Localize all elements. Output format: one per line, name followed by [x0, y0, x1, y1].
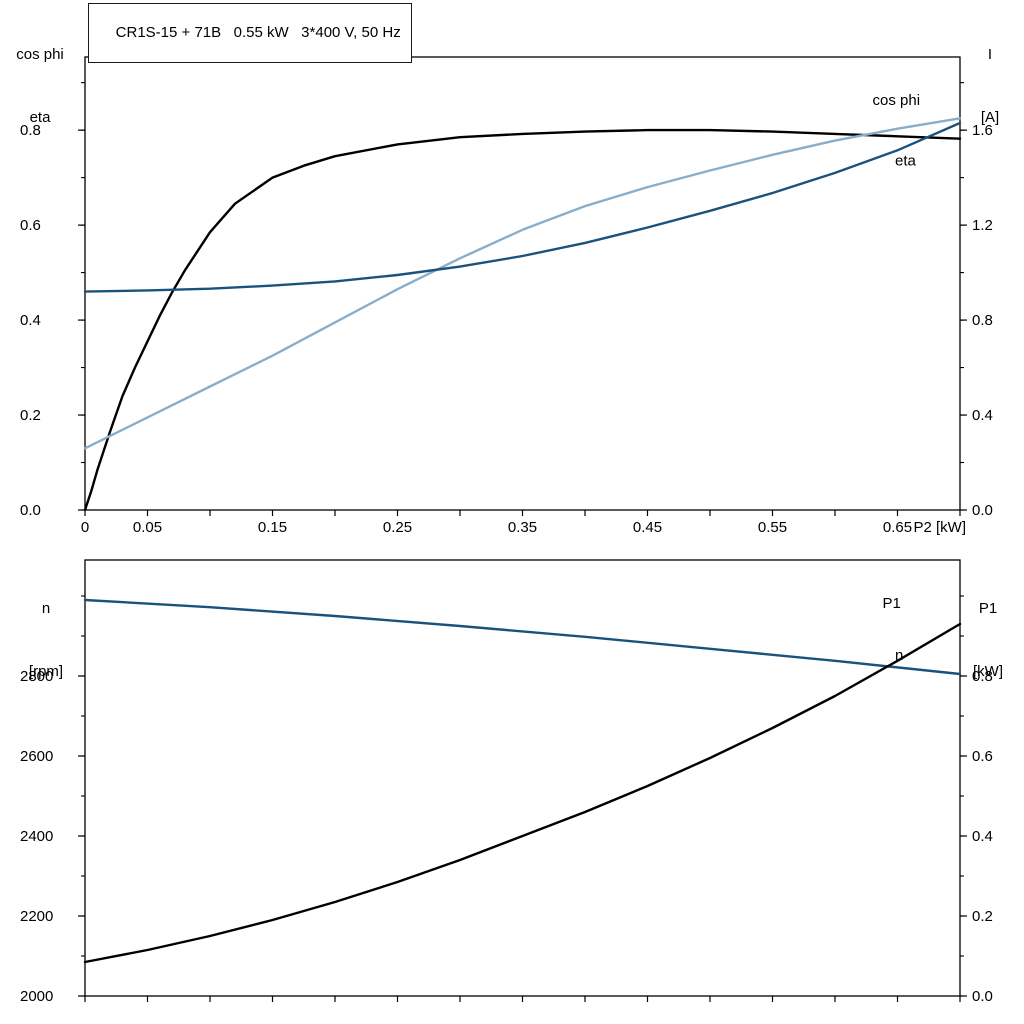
- y-right-tick-label: 0.4: [972, 407, 993, 424]
- curve-label-n: n: [895, 647, 903, 664]
- top-chart-right-axis-title: I [A]: [962, 2, 1018, 170]
- y-right-axis-title-P1: P1: [978, 600, 998, 617]
- y-left-tick-label: 0.8: [20, 122, 41, 139]
- y-left-axis-title-rpm-unit: [rpm]: [28, 663, 64, 680]
- curve-eta: [83, 128, 962, 512]
- y-left-tick-label: 2000: [20, 988, 53, 1005]
- curve-label-P1: P1: [883, 595, 901, 612]
- x-tick-label: 0.35: [508, 519, 537, 536]
- y-right-tick-label: 0.2: [972, 908, 993, 925]
- curve-P1: [83, 622, 962, 964]
- y-right-tick-label: 0.8: [972, 312, 993, 329]
- y-right-tick-label: 0.6: [972, 748, 993, 765]
- x-axis-unit-label: P2 [kW]: [913, 519, 966, 536]
- curve-cos-phi: [83, 117, 962, 450]
- x-tick-label: 0.25: [383, 519, 412, 536]
- curve-label-cos-phi: cos phi: [873, 92, 921, 109]
- top-chart-left-axis-title: cos phi eta: [2, 2, 78, 170]
- plot-border-1: [84, 559, 961, 997]
- y-right-axis-title-A-unit: [A]: [980, 109, 1000, 126]
- x-tick-label: 0: [81, 519, 89, 536]
- y-left-axis-title-eta: eta: [29, 109, 51, 126]
- curve-I: [83, 121, 962, 293]
- y-left-tick-label: 2800: [20, 668, 53, 685]
- y-left-axis-title-cos-phi: cos phi: [16, 46, 64, 63]
- y-left-tick-label: 0.0: [20, 502, 41, 519]
- chart-title: CR1S-15 + 71B 0.55 kW 3*400 V, 50 Hz: [115, 24, 401, 41]
- bottom-chart-left-axis-title: n [rpm]: [2, 556, 90, 724]
- y-left-axis-title-n: n: [41, 600, 51, 617]
- y-left-tick-label: 0.2: [20, 407, 41, 424]
- y-left-tick-label: 2400: [20, 828, 53, 845]
- y-right-tick-label: 1.2: [972, 217, 993, 234]
- bottom-chart-right-axis-title: P1 [kW]: [956, 556, 1020, 724]
- y-left-tick-label: 0.6: [20, 217, 41, 234]
- chart-title-box: CR1S-15 + 71B 0.55 kW 3*400 V, 50 Hz: [88, 3, 412, 63]
- y-right-axis-title-kW-unit: [kW]: [973, 663, 1003, 680]
- y-right-tick-label: 0.0: [972, 988, 993, 1005]
- y-left-tick-label: 2200: [20, 908, 53, 925]
- curve-label-eta: eta: [895, 153, 917, 170]
- plot-border-0: [84, 56, 961, 511]
- x-tick-label: 0.05: [133, 519, 162, 536]
- y-right-tick-label: 0.4: [972, 828, 993, 845]
- y-left-tick-label: 0.4: [20, 312, 41, 329]
- y-left-tick-label: 2600: [20, 748, 53, 765]
- x-tick-label: 0.55: [758, 519, 787, 536]
- curve-n: [83, 598, 962, 676]
- y-right-tick-label: 0.0: [972, 502, 993, 519]
- y-right-axis-title-I: I: [987, 46, 993, 63]
- y-right-tick-label: 1.6: [972, 122, 993, 139]
- x-tick-label: 0.65: [883, 519, 912, 536]
- x-tick-label: 0.45: [633, 519, 662, 536]
- y-right-tick-label: 0.8: [972, 668, 993, 685]
- x-tick-label: 0.15: [258, 519, 287, 536]
